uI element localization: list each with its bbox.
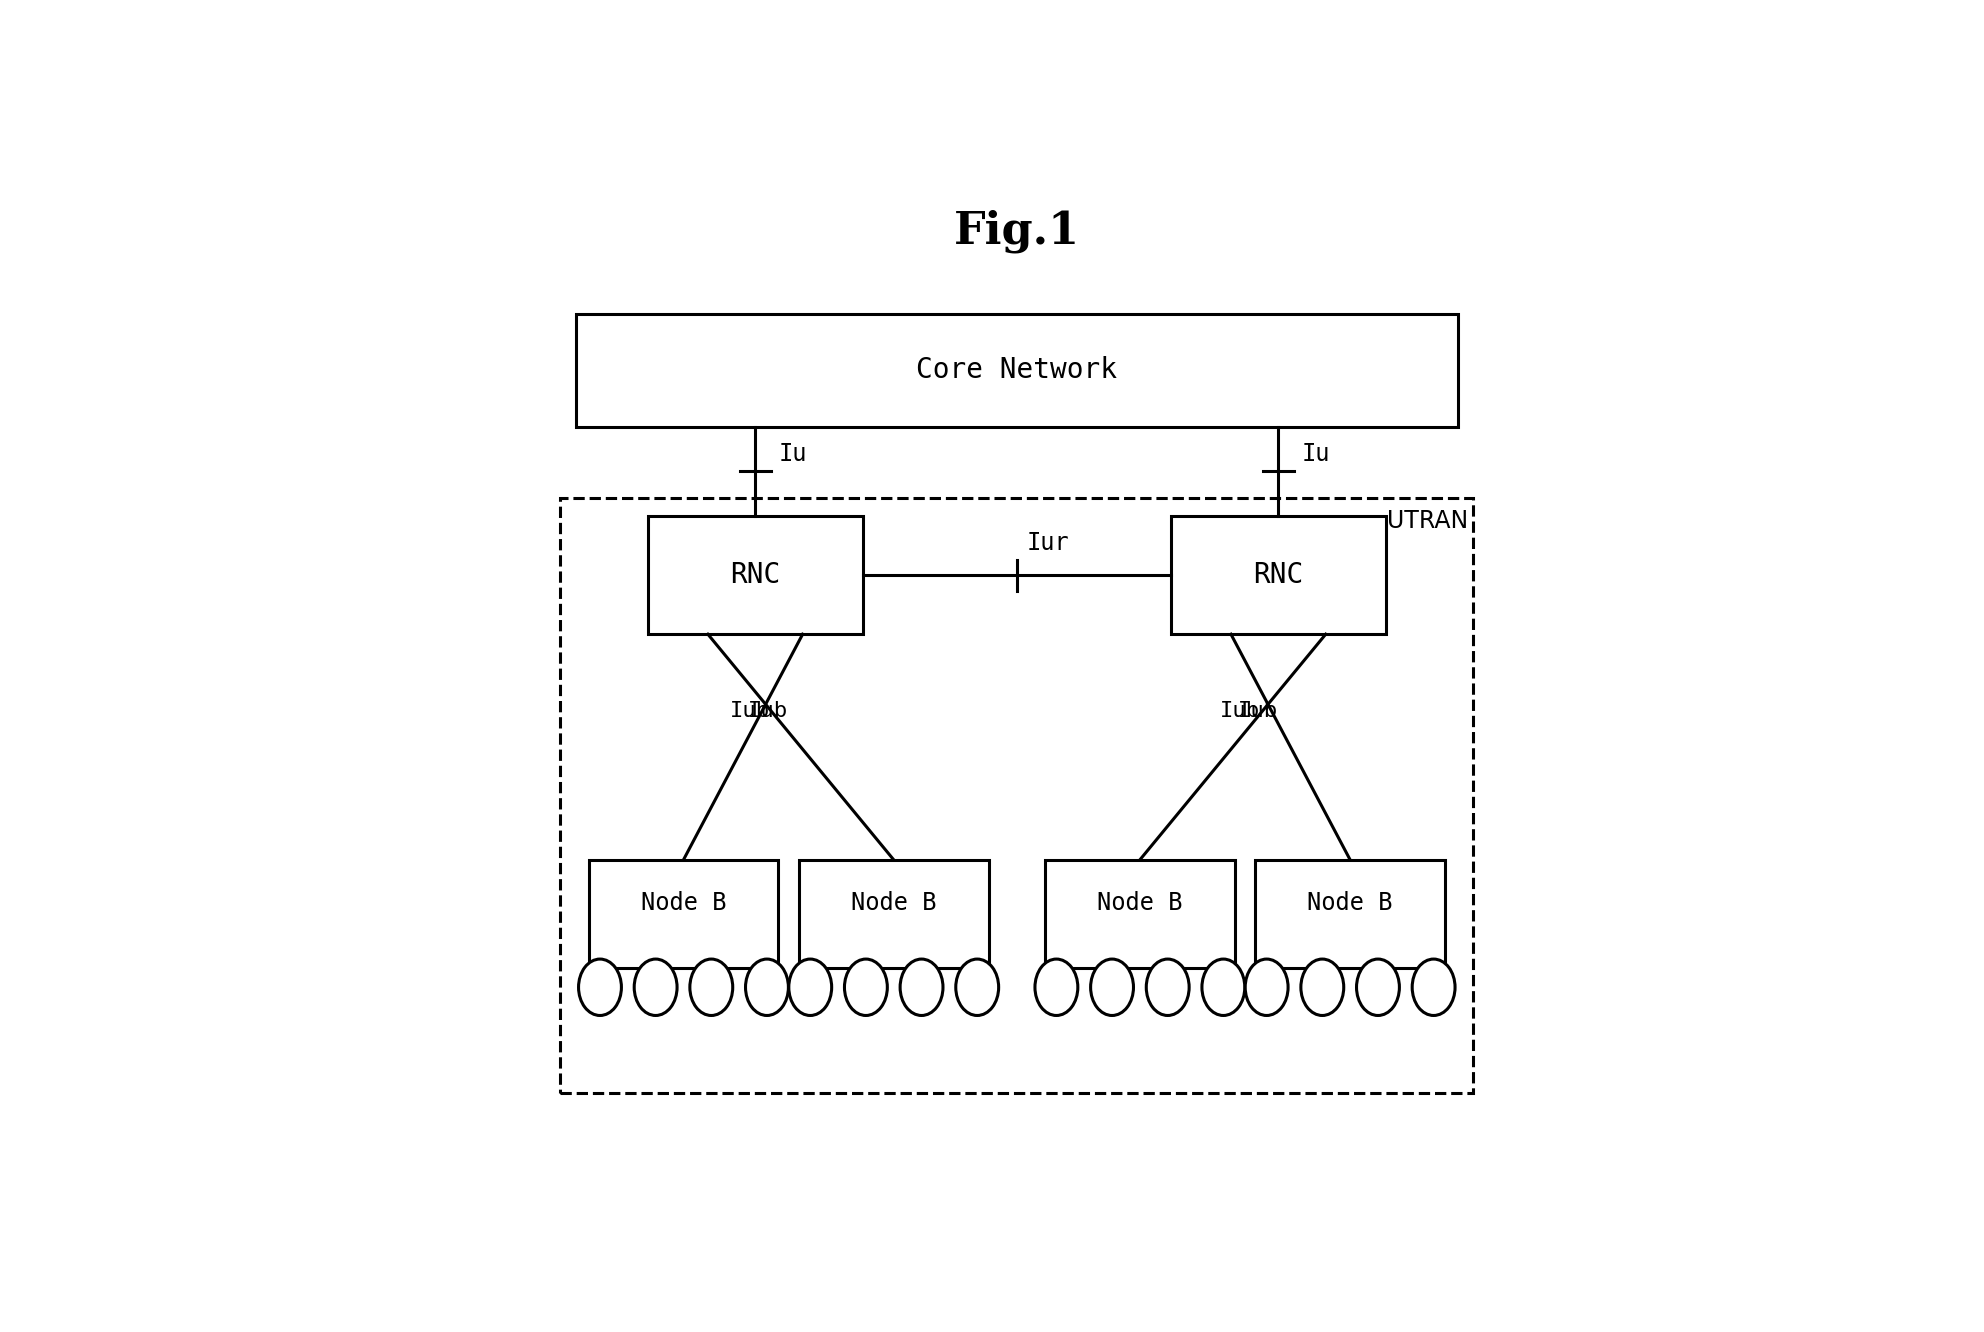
Text: RNC: RNC <box>730 561 780 589</box>
Ellipse shape <box>690 959 732 1015</box>
Text: Fig.1: Fig.1 <box>954 210 1079 253</box>
Text: Node B: Node B <box>1097 891 1182 915</box>
Ellipse shape <box>1036 959 1077 1015</box>
Text: UTRAN: UTRAN <box>1387 509 1468 533</box>
Text: Iub: Iub <box>748 702 788 722</box>
Bar <box>647 517 863 634</box>
Ellipse shape <box>579 959 621 1015</box>
Ellipse shape <box>845 959 887 1015</box>
Bar <box>589 860 778 967</box>
Text: RNC: RNC <box>1254 561 1303 589</box>
Text: Iub: Iub <box>730 702 770 722</box>
Text: Iub: Iub <box>1220 702 1260 722</box>
Ellipse shape <box>635 959 677 1015</box>
Bar <box>800 860 988 967</box>
Bar <box>575 314 1458 426</box>
Ellipse shape <box>1357 959 1399 1015</box>
Text: Iu: Iu <box>1302 442 1331 466</box>
Text: Node B: Node B <box>1307 891 1393 915</box>
Bar <box>559 498 1474 1094</box>
Ellipse shape <box>901 959 942 1015</box>
Bar <box>1256 860 1444 967</box>
Ellipse shape <box>790 959 831 1015</box>
Ellipse shape <box>1302 959 1343 1015</box>
Ellipse shape <box>1413 959 1454 1015</box>
Text: Node B: Node B <box>851 891 936 915</box>
Text: Node B: Node B <box>641 891 726 915</box>
Text: Core Network: Core Network <box>917 356 1117 384</box>
Ellipse shape <box>746 959 788 1015</box>
Ellipse shape <box>1091 959 1133 1015</box>
Ellipse shape <box>1147 959 1188 1015</box>
Ellipse shape <box>956 959 998 1015</box>
Text: Iu: Iu <box>780 442 807 466</box>
Ellipse shape <box>1202 959 1244 1015</box>
Bar <box>1171 517 1387 634</box>
Ellipse shape <box>1246 959 1288 1015</box>
Bar <box>1046 860 1234 967</box>
Text: Iub: Iub <box>1238 702 1278 722</box>
Text: Iur: Iur <box>1028 530 1069 554</box>
